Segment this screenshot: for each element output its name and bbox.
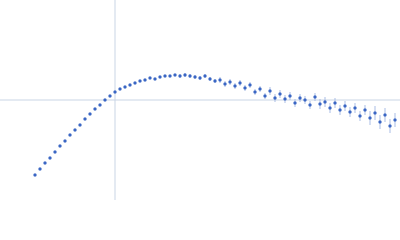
point [273, 96, 277, 100]
point [393, 118, 397, 122]
point [313, 95, 317, 99]
point [198, 76, 202, 80]
point [388, 124, 392, 128]
point [243, 86, 247, 90]
point [383, 113, 387, 117]
point [133, 81, 137, 85]
point [143, 78, 147, 82]
point [228, 80, 232, 84]
point [308, 103, 312, 107]
point [288, 94, 292, 98]
point [298, 96, 302, 100]
point [318, 102, 322, 106]
point [98, 103, 102, 107]
point [238, 81, 242, 85]
point [73, 128, 77, 132]
point [83, 117, 87, 121]
point [248, 83, 252, 87]
point [88, 112, 92, 116]
point [48, 156, 52, 160]
point [328, 106, 332, 110]
point [58, 144, 62, 148]
point [148, 76, 152, 80]
point [368, 116, 372, 120]
point [63, 139, 67, 143]
point [128, 83, 132, 87]
point [153, 77, 157, 81]
point [193, 75, 197, 79]
point [33, 173, 37, 177]
point [363, 108, 367, 112]
point [68, 133, 72, 137]
point [138, 79, 142, 83]
point [93, 107, 97, 111]
point [218, 78, 222, 82]
point [178, 74, 182, 78]
point [173, 73, 177, 77]
point [118, 87, 122, 91]
point [293, 101, 297, 105]
point [158, 75, 162, 79]
point [373, 111, 377, 115]
point [343, 104, 347, 108]
point [303, 98, 307, 102]
point [208, 77, 212, 81]
point [263, 94, 267, 98]
point [203, 74, 207, 78]
point [183, 73, 187, 77]
point [233, 84, 237, 88]
point [323, 100, 327, 104]
point [333, 101, 337, 105]
point [163, 74, 167, 78]
point [213, 79, 217, 83]
point [278, 92, 282, 96]
point [103, 98, 107, 102]
point [268, 89, 272, 93]
chart [0, 0, 400, 200]
point [338, 108, 342, 112]
point [378, 120, 382, 124]
point [53, 150, 57, 154]
point [258, 87, 262, 91]
point [283, 97, 287, 101]
point [113, 90, 117, 94]
point [123, 85, 127, 89]
point [38, 167, 42, 171]
point [223, 82, 227, 86]
point [78, 123, 82, 127]
point [358, 114, 362, 118]
point [253, 90, 257, 94]
point [108, 94, 112, 98]
point [188, 74, 192, 78]
point [348, 110, 352, 114]
point [43, 161, 47, 165]
point [168, 74, 172, 78]
point [353, 106, 357, 110]
